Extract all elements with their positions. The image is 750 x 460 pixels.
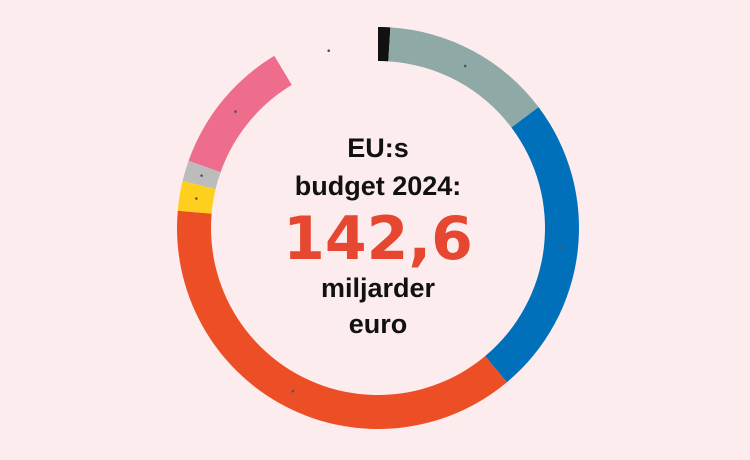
segment-dot-7 bbox=[234, 110, 237, 113]
donut-segment-3 bbox=[485, 107, 579, 383]
donut-segment-8 bbox=[274, 27, 378, 85]
segment-dot-5 bbox=[195, 197, 198, 200]
segment-dot-6 bbox=[200, 174, 203, 177]
donut-segment-2 bbox=[388, 27, 539, 128]
segment-dot-8 bbox=[327, 49, 331, 53]
donut-segment-7 bbox=[188, 55, 292, 173]
donut-segment-4 bbox=[176, 210, 507, 430]
center-unit-line-1: miljarder bbox=[321, 273, 436, 303]
segment-marker-dots bbox=[195, 49, 563, 393]
center-unit-line-2: euro bbox=[349, 309, 408, 339]
center-title-line-2: budget 2024: bbox=[295, 171, 462, 201]
segment-dot-4 bbox=[291, 389, 295, 393]
donut-segment-1 bbox=[378, 27, 391, 62]
segment-dot-2 bbox=[463, 64, 467, 68]
budget-total-value: 142,6 bbox=[283, 204, 473, 274]
center-title-line-1: EU:s bbox=[347, 133, 409, 163]
segment-dot-3 bbox=[559, 247, 563, 251]
